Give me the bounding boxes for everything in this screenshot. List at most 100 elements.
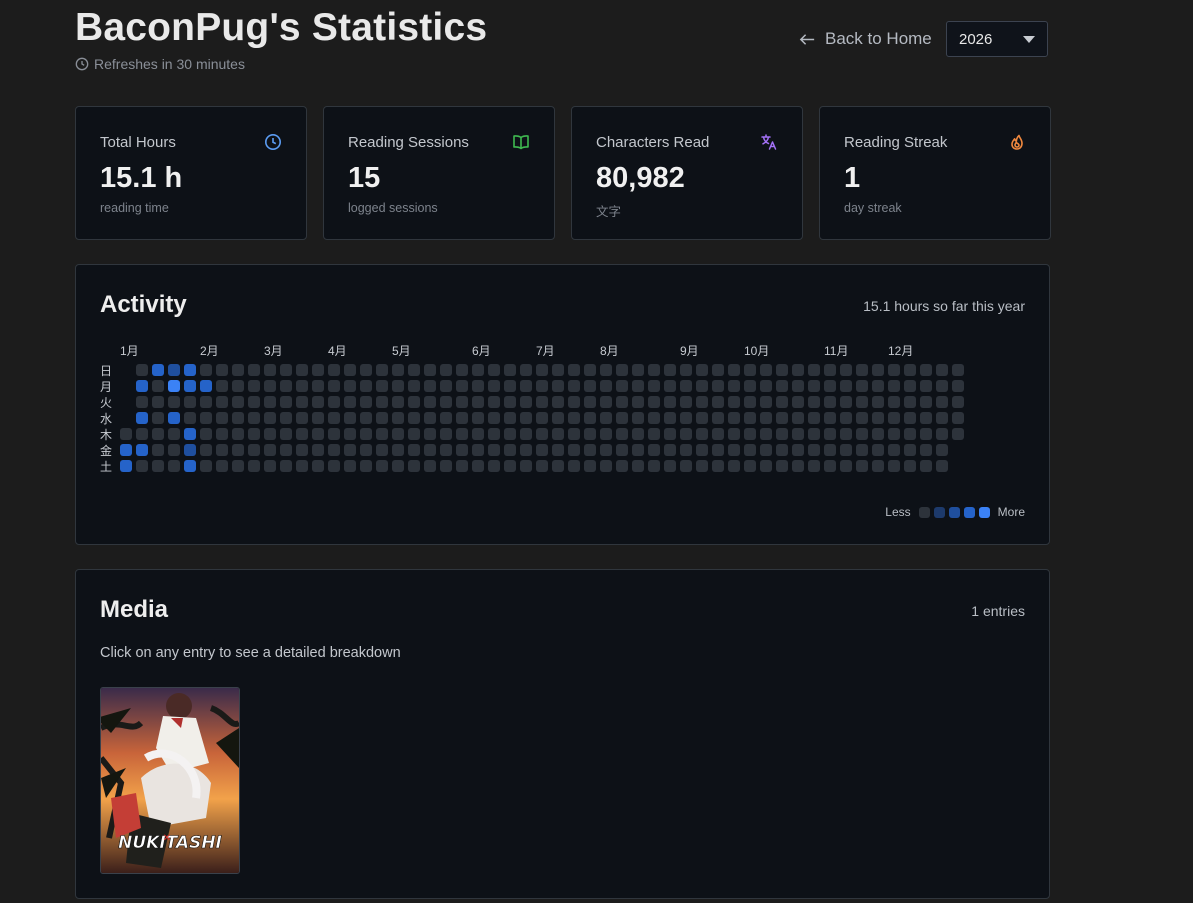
month-labels: 1月 2月 3月 4月 5月 6月 7月 8月 9月 10月 11月 12月 <box>76 342 1051 358</box>
activity-day-cell <box>200 444 212 456</box>
activity-day-cell <box>568 444 580 456</box>
activity-day-cell <box>840 396 852 408</box>
activity-day-cell <box>952 412 964 424</box>
activity-day-cell <box>680 396 692 408</box>
activity-day-cell <box>232 380 244 392</box>
activity-day-cell <box>280 444 292 456</box>
activity-day-cell <box>840 364 852 376</box>
stat-card-characters-read: Characters Read 80,982 文字 <box>571 106 803 240</box>
activity-day-cell <box>424 460 436 472</box>
activity-day-cell <box>200 380 212 392</box>
legend-swatch <box>978 506 990 518</box>
activity-day-cell <box>312 460 324 472</box>
activity-day-cell <box>424 396 436 408</box>
activity-day-cell <box>664 444 676 456</box>
activity-day-cell <box>216 428 228 440</box>
activity-day-cell <box>584 364 596 376</box>
month-label: 10月 <box>744 344 770 358</box>
activity-day-cell <box>760 444 772 456</box>
activity-day-cell <box>744 380 756 392</box>
activity-day-cell <box>648 396 660 408</box>
activity-day-cell <box>248 428 260 440</box>
activity-day-cell <box>872 380 884 392</box>
activity-day-cell <box>616 396 628 408</box>
activity-day-cell <box>344 396 356 408</box>
activity-day-cell <box>680 364 692 376</box>
activity-day-cell <box>760 364 772 376</box>
activity-day-cell <box>312 380 324 392</box>
activity-day-cell <box>216 460 228 472</box>
activity-day-cell <box>520 396 532 408</box>
activity-day-cell <box>632 428 644 440</box>
activity-day-cell <box>136 428 148 440</box>
weekday-label: 水 <box>100 412 113 426</box>
activity-day-cell <box>488 412 500 424</box>
activity-day-cell <box>248 396 260 408</box>
activity-day-cell <box>344 412 356 424</box>
stat-sub: day streak <box>844 201 902 215</box>
activity-day-cell <box>856 364 868 376</box>
refresh-text: Refreshes in 30 minutes <box>94 56 245 72</box>
activity-day-cell <box>856 396 868 408</box>
activity-day-cell <box>168 444 180 456</box>
activity-day-cell <box>248 460 260 472</box>
activity-day-cell <box>824 428 836 440</box>
activity-day-cell <box>888 428 900 440</box>
activity-day-cell <box>328 396 340 408</box>
activity-day-cell <box>344 428 356 440</box>
activity-day-cell <box>936 428 948 440</box>
activity-day-cell <box>264 380 276 392</box>
activity-day-cell <box>152 460 164 472</box>
activity-day-cell <box>920 460 932 472</box>
page-title: BaconPug's Statistics <box>75 6 488 49</box>
activity-day-cell <box>856 444 868 456</box>
book-open-icon <box>513 135 529 150</box>
activity-day-cell <box>808 396 820 408</box>
activity-day-cell <box>456 428 468 440</box>
activity-day-cell <box>632 364 644 376</box>
stat-value: 1 <box>844 162 861 194</box>
activity-day-cell <box>776 380 788 392</box>
activity-day-cell <box>408 444 420 456</box>
activity-day-cell <box>536 380 548 392</box>
activity-day-cell <box>296 396 308 408</box>
activity-day-cell <box>808 428 820 440</box>
activity-day-cell <box>872 444 884 456</box>
activity-day-cell <box>552 444 564 456</box>
activity-day-cell <box>600 380 612 392</box>
media-entry-cover[interactable]: NUKITASHI ✕ <box>100 687 240 874</box>
activity-day-cell <box>216 364 228 376</box>
activity-day-cell <box>200 364 212 376</box>
activity-day-cell <box>920 380 932 392</box>
activity-day-cell <box>312 364 324 376</box>
activity-day-cell <box>232 396 244 408</box>
month-label: 1月 <box>120 344 139 358</box>
activity-day-cell <box>920 428 932 440</box>
activity-day-cell <box>552 412 564 424</box>
activity-day-cell <box>440 412 452 424</box>
activity-day-cell <box>616 380 628 392</box>
activity-day-cell <box>712 380 724 392</box>
activity-day-cell <box>440 380 452 392</box>
month-label: 7月 <box>536 344 555 358</box>
activity-day-cell <box>520 444 532 456</box>
month-label: 11月 <box>824 344 849 358</box>
month-label: 2月 <box>200 344 219 358</box>
activity-day-cell <box>632 460 644 472</box>
activity-day-cell <box>184 364 196 376</box>
activity-day-cell <box>472 428 484 440</box>
activity-day-cell <box>152 428 164 440</box>
year-select[interactable]: 2026 <box>946 21 1048 57</box>
activity-day-cell <box>152 364 164 376</box>
activity-day-cell <box>648 444 660 456</box>
activity-day-cell <box>312 396 324 408</box>
weekday-label: 金 <box>100 444 113 458</box>
activity-day-cell <box>840 428 852 440</box>
activity-day-cell <box>904 428 916 440</box>
activity-day-cell <box>808 412 820 424</box>
activity-day-cell <box>872 428 884 440</box>
activity-day-cell <box>328 412 340 424</box>
back-to-home-link[interactable]: Back to Home <box>798 29 932 49</box>
activity-day-cell <box>312 412 324 424</box>
activity-day-cell <box>696 364 708 376</box>
